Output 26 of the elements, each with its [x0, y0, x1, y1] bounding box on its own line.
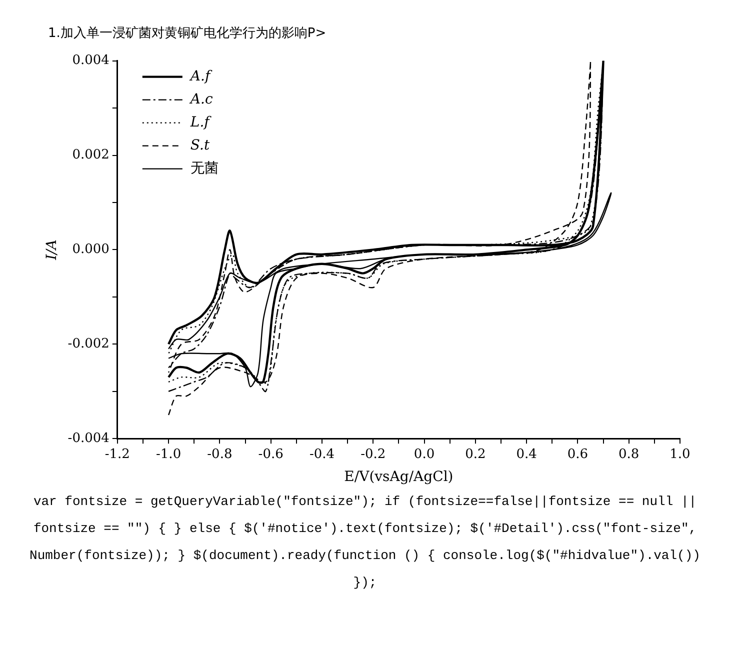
legend-label: L.f — [189, 114, 212, 130]
legend-label: S.t — [190, 137, 210, 154]
x-axis-title: E/V(vsAg/AgCl) — [344, 469, 454, 486]
x-tick-label: -1.0 — [156, 446, 182, 462]
x-tick-label: 0.2 — [465, 446, 486, 462]
y-tick-label: 0.000 — [72, 242, 110, 258]
chart-title: 1.加入单一浸矿菌对黄铜矿电化学行为的影响P> — [48, 25, 326, 42]
x-tick-label: 0.0 — [414, 446, 435, 462]
x-tick-label: 0.8 — [618, 446, 640, 462]
x-tick-label: -0.8 — [207, 446, 232, 462]
x-tick-label: -0.6 — [258, 446, 284, 462]
text: var fontsize = getQueryVariable("fontsize"); if (fontsize==false||fontsize == null || fontsize == "") { } else { $('#notice').text(fontsize); $('#Detail').css("font-size", Number(fontsize)); } $(document).ready(function () { console.log($("#hidvalue").val()) }); — [28, 493, 702, 592]
x-tick-label: -0.4 — [309, 446, 335, 462]
legend-label: 无菌 — [190, 160, 218, 176]
x-tick-label: 1.0 — [670, 446, 690, 462]
y-tick-label: 0.004 — [72, 53, 110, 68]
x-tick-label: 0.4 — [516, 446, 537, 462]
legend-label: A.f — [188, 68, 213, 84]
y-tick-label: -0.004 — [68, 430, 110, 446]
y-axis-title: I/A — [44, 240, 60, 261]
legend-label: A.c — [188, 91, 213, 108]
x-tick-label: 0.6 — [567, 446, 588, 462]
y-tick-label: -0.002 — [68, 336, 110, 352]
x-tick-label: -1.2 — [104, 446, 130, 462]
y-tick-label: 0.002 — [72, 148, 110, 163]
x-tick-label: -0.2 — [360, 446, 386, 462]
